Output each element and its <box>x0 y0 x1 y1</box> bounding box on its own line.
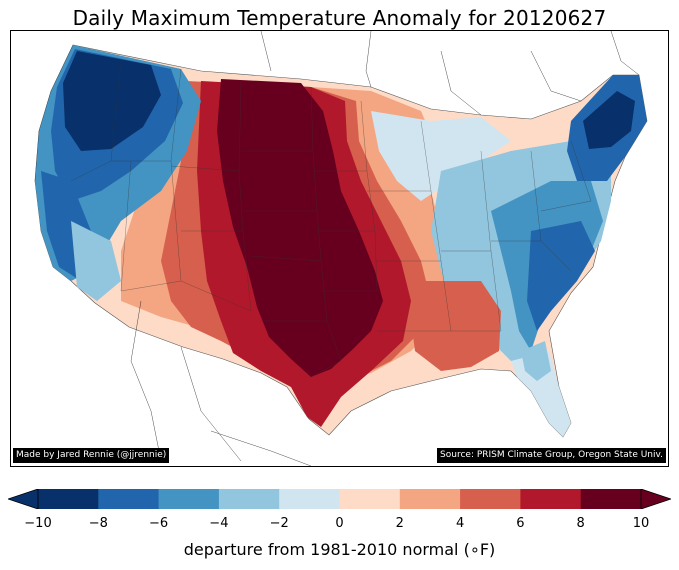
colorbar-tick-label: 0 <box>335 516 344 531</box>
colorbar-extend-low <box>8 489 39 509</box>
anomaly-region-8to10 <box>217 79 383 377</box>
state-boundaries <box>34 44 592 378</box>
colorbar-segment <box>339 489 401 509</box>
colorbar-tick-label: −8 <box>88 516 108 531</box>
colorbar-segment <box>218 489 280 509</box>
colorbar-segments <box>38 489 642 509</box>
colorbar-label: departure from 1981-2010 normal (∘F) <box>183 540 496 559</box>
colorbar <box>8 489 671 509</box>
anomaly-map <box>11 31 668 466</box>
anomaly-region-ne-core <box>583 91 635 149</box>
anomaly-region-lakes <box>371 111 511 201</box>
colorbar-tick-label: −6 <box>149 516 169 531</box>
colorbar-extend-high <box>640 489 671 509</box>
colorbar-segment <box>158 489 220 509</box>
colorbar-tick-label: −10 <box>24 516 52 531</box>
anomaly-region-florida <box>511 351 571 437</box>
anomaly-region-carolinas <box>527 221 595 331</box>
map-title: Daily Maximum Temperature Anomaly for 20… <box>72 6 607 30</box>
colorbar-segment <box>580 489 642 509</box>
colorbar-tick-label: −4 <box>209 516 229 531</box>
colorbar-segment <box>520 489 582 509</box>
anomaly-region-florida-cool <box>521 341 551 381</box>
anomaly-region-nw-cold-core <box>63 51 161 151</box>
colorbar-tick-label: 6 <box>516 516 525 531</box>
colorbar-segment <box>399 489 461 509</box>
colorbar-tick-label: 2 <box>395 516 404 531</box>
anomaly-region-southeast-warm <box>411 281 501 371</box>
map-panel: Made by Jared Rennie (@jjrennie) Source:… <box>10 30 669 467</box>
country-boundaries <box>130 31 640 466</box>
source-credit: Source: PRISM Climate Group, Oregon Stat… <box>437 448 666 463</box>
colorbar-tick-label: 8 <box>576 516 585 531</box>
author-credit: Made by Jared Rennie (@jjrennie) <box>13 448 170 463</box>
colorbar-tick-label: 4 <box>455 516 465 531</box>
colorbar-tick-label: 10 <box>632 516 650 531</box>
colorbar-segment <box>460 489 521 509</box>
colorbar-segment <box>98 489 160 509</box>
colorbar-segment <box>279 489 340 509</box>
colorbar-segment <box>38 489 99 509</box>
anomaly-region-ca-coast-light <box>71 221 121 301</box>
colorbar-tick-label: −2 <box>269 516 289 531</box>
